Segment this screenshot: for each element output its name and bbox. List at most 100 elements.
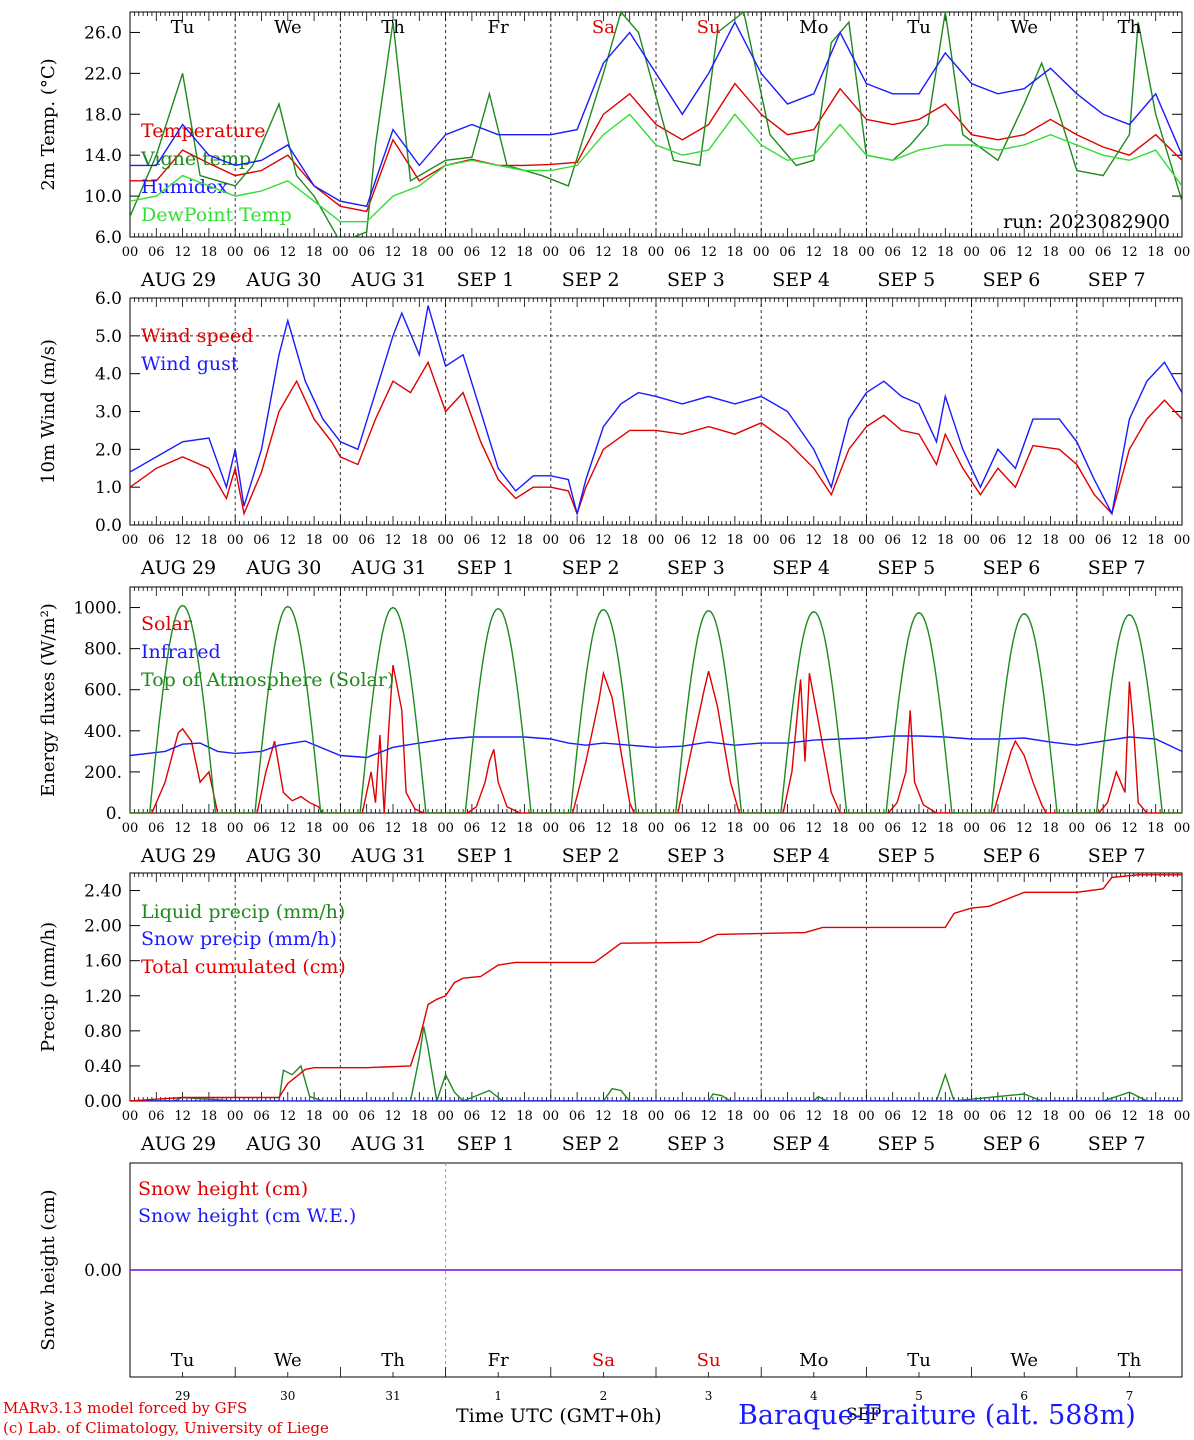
hour-label: 18 (201, 1109, 218, 1124)
hour-label: 18 (937, 821, 954, 836)
date-label: AUG 29 (140, 845, 216, 867)
hour-label: 18 (727, 245, 744, 260)
lab-credit: (c) Lab. of Climatology, University of L… (3, 1419, 329, 1437)
hour-label: 06 (779, 821, 796, 836)
hour-label: 12 (385, 821, 402, 836)
date-label: AUG 30 (245, 269, 321, 291)
hour-label: 00 (437, 533, 454, 548)
hour-label: 12 (280, 821, 297, 836)
legend-entry: Snow height (cm W.E.) (138, 1205, 356, 1227)
panel-3: 0. 200. 400. 600. 800. 1000. Energy fluxes (W/… (38, 586, 1190, 867)
hour-label: 12 (1121, 533, 1138, 548)
hour-label: 18 (621, 1109, 638, 1124)
date-label: SEP 6 (983, 557, 1041, 579)
time-ticks (129, 12, 1183, 237)
panel-4: 0.00 0.40 0.80 1.20 1.60 2.00 2.40 Precip (mm/h… (38, 872, 1190, 1155)
hour-label: 06 (1095, 245, 1112, 260)
hour-label: 00 (648, 1109, 665, 1124)
y-tick-label: 600. (84, 681, 122, 701)
hour-label: 18 (411, 533, 428, 548)
hour-label: 06 (253, 533, 270, 548)
hour-label: 06 (674, 533, 691, 548)
hour-label: 00 (227, 1109, 244, 1124)
snow-weekday-label: Sa (592, 1350, 615, 1371)
date-label: SEP 4 (772, 557, 830, 579)
date-label: SEP 1 (457, 557, 515, 579)
hour-label: 12 (1016, 1109, 1033, 1124)
snow-weekday-label: Th (1118, 1350, 1142, 1371)
hour-label: 06 (358, 1109, 375, 1124)
hour-label: 00 (332, 1109, 349, 1124)
hour-label: 12 (595, 1109, 612, 1124)
hour-label: 18 (621, 821, 638, 836)
y-axis-label: Precip (mm/h) (38, 922, 59, 1052)
y-tick-label: 3.0 (95, 403, 122, 423)
hour-label: 12 (1016, 245, 1033, 260)
hour-label: 12 (595, 533, 612, 548)
y-tick-label: 10.0 (84, 187, 122, 207)
snow-weekday-label: Fr (488, 1350, 509, 1371)
y-tick-label: 0.00 (84, 1261, 122, 1281)
hour-label: 06 (148, 821, 165, 836)
hour-label: 06 (779, 245, 796, 260)
hour-label: 00 (753, 245, 770, 260)
date-label: AUG 29 (140, 1133, 216, 1155)
hour-label: 18 (1042, 245, 1059, 260)
time-ticks (129, 587, 1183, 813)
hour-label: 18 (1147, 1109, 1164, 1124)
y-tick-label: 4.0 (95, 365, 122, 385)
hour-label: 00 (858, 821, 875, 836)
hour-label: 18 (516, 245, 533, 260)
hour-label: 00 (963, 245, 980, 260)
date-label: SEP 5 (877, 269, 935, 291)
hour-label: 12 (385, 533, 402, 548)
hour-label: 12 (911, 821, 928, 836)
y-tick-label: 0.00 (84, 1092, 122, 1112)
hour-label: 12 (595, 245, 612, 260)
snow-day-number: 2 (600, 1389, 608, 1403)
hour-label: 12 (806, 1109, 823, 1124)
hour-label: 06 (569, 1109, 586, 1124)
hour-label: 18 (411, 821, 428, 836)
date-label: SEP 5 (877, 845, 935, 867)
series-line-temperature (130, 82, 1182, 213)
date-label: SEP 5 (877, 1133, 935, 1155)
hour-label: 12 (911, 533, 928, 548)
hour-label: 00 (858, 1109, 875, 1124)
hour-label: 12 (490, 1109, 507, 1124)
hour-label: 18 (832, 821, 849, 836)
hour-label: 00 (753, 1109, 770, 1124)
y-axis-label: 10m Wind (m/s) (38, 339, 59, 484)
date-label: SEP 4 (772, 1133, 830, 1155)
hour-label: 18 (306, 245, 323, 260)
hour-label: 12 (1121, 1109, 1138, 1124)
y-axis-label: 2m Temp. (°C) (38, 58, 59, 190)
hour-label: 00 (332, 245, 349, 260)
date-label: AUG 31 (350, 1133, 426, 1155)
hour-label: 06 (884, 533, 901, 548)
snow-weekday-label: Mo (799, 1350, 828, 1371)
y-tick-label: 2.0 (95, 440, 122, 460)
hour-label: 12 (700, 245, 717, 260)
hour-label: 00 (648, 821, 665, 836)
date-label: SEP 4 (772, 845, 830, 867)
y-tick-label: 800. (84, 640, 122, 660)
hour-label: 06 (148, 1109, 165, 1124)
date-label: SEP 7 (1088, 557, 1146, 579)
hour-label: 00 (963, 533, 980, 548)
hour-label: 18 (727, 821, 744, 836)
snow-day-number: 3 (705, 1389, 713, 1403)
y-tick-label: 2.00 (84, 917, 122, 937)
hour-label: 06 (884, 1109, 901, 1124)
hour-label: 06 (464, 1109, 481, 1124)
series-line-wind-gust (130, 305, 1182, 517)
series-line-humidex (130, 20, 1182, 208)
y-tick-label: 6.0 (95, 289, 122, 309)
y-tick-label: 200. (84, 763, 122, 783)
hour-label: 12 (700, 533, 717, 548)
snow-weekday-label: Tu (907, 1350, 931, 1371)
hour-label: 06 (779, 533, 796, 548)
hour-label: 18 (1147, 245, 1164, 260)
hour-label: 00 (1069, 821, 1086, 836)
date-label: SEP 7 (1088, 269, 1146, 291)
